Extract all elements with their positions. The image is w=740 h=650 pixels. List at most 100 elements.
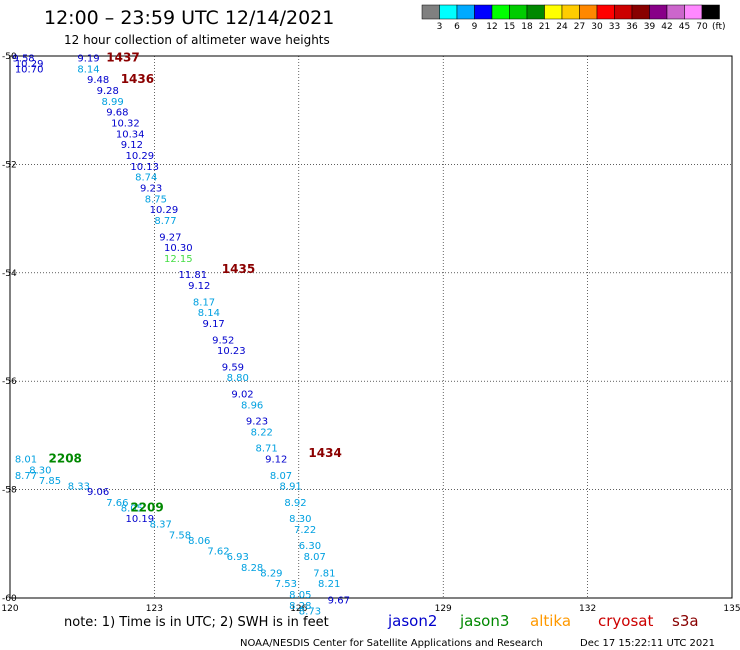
wave-height-label: 10.29: [126, 151, 155, 162]
legend-label: 39: [644, 22, 656, 32]
longitude-tick-label: 132: [579, 604, 596, 614]
wave-height-label: 8.77: [15, 471, 37, 482]
wave-height-label: 8.05: [121, 503, 143, 514]
legend-label: 36: [626, 22, 638, 32]
wave-height-label: 9.12: [121, 140, 143, 151]
wave-height-label: 10.32: [111, 118, 140, 129]
legend-swatch: [701, 4, 720, 20]
wave-height-label: 9.28: [97, 86, 119, 97]
wave-height-color-legend: 3 6 9 12 15 18 21 24 27 30 33 36 39 42 45 70 (ft): [421, 4, 726, 32]
legend-swatch: [666, 4, 685, 20]
wave-height-label: 7.85: [39, 476, 61, 487]
legend-label: 42: [661, 22, 672, 32]
wave-height-label: 9.19: [77, 53, 99, 64]
wave-height-label: 9.12: [265, 455, 287, 466]
wave-height-label: 11.81: [178, 270, 207, 281]
wave-height-label: 8.07: [304, 552, 326, 563]
longitude-tick-label: 135: [723, 604, 740, 614]
wave-height-label: 8.33: [68, 482, 90, 493]
wave-height-label: 9.58: [12, 53, 34, 64]
legend-label: 12: [486, 22, 497, 32]
map-grid: 120 123 126 129 132 135 -50 -52 -54 -56 -58 -60: [1, 52, 740, 614]
longitude-tick-label: 126: [290, 604, 307, 614]
legend-unit: (ft): [712, 22, 726, 32]
wave-height-label: 12.15: [164, 254, 193, 265]
wave-height-label: 7.62: [207, 547, 229, 558]
legend-swatch: [561, 4, 580, 20]
wave-height-label: 8.80: [227, 373, 249, 384]
legend-swatch: [684, 4, 703, 20]
wave-height-label: 8.30: [29, 465, 51, 476]
wave-height-label: 8.75: [145, 194, 167, 205]
wave-height-label: 10.70: [15, 64, 44, 75]
satellite-name-jason3: jason3: [459, 612, 509, 630]
legend-swatch: [439, 4, 458, 20]
wave-height-label: 8.01: [15, 455, 37, 466]
legend-swatch: [631, 4, 650, 20]
map-title: 12:00 – 23:59 UTC 12/14/2021: [44, 7, 334, 29]
legend-label: 15: [504, 22, 515, 32]
wave-height-label: 8.17: [193, 297, 215, 308]
legend-swatch: [509, 4, 528, 20]
wave-height-label: 7.53: [275, 579, 297, 590]
legend-label: 21: [539, 22, 550, 32]
wave-height-label: 10.29: [150, 205, 179, 216]
wave-height-label: 6.30: [299, 541, 321, 552]
pass-time-label: 1436: [121, 72, 154, 86]
wave-height-label: 8.22: [251, 427, 273, 438]
legend-swatch: [491, 4, 510, 20]
legend-label: 6: [454, 22, 460, 32]
legend-swatch: [544, 4, 563, 20]
wave-height-label: 10.34: [116, 129, 145, 140]
legend-label: 3: [437, 22, 443, 32]
track-jason3: 8.018.308.77 7.85 8.339.067.668.0510.198.3…: [15, 452, 312, 602]
map-footer: note: 1) Time is in UTC; 2) SWH is in fe…: [64, 612, 715, 649]
satellite-name-s3a: s3a: [672, 612, 699, 630]
legend-label: 9: [472, 22, 478, 32]
latitude-tick-label: -56: [2, 377, 17, 387]
pass-time-label: 1434: [308, 446, 341, 460]
wave-height-label: 9.52: [212, 335, 234, 346]
wave-height-label: 9.06: [87, 487, 109, 498]
latitude-tick-label: -52: [2, 160, 17, 170]
wave-height-label: 9.23: [140, 184, 162, 195]
satellite-legend: jason2 jason3 altika cryosat s3a: [387, 612, 699, 630]
pass-time-label: 1435: [222, 262, 255, 276]
latitude-tick-label: -58: [2, 486, 17, 496]
legend-swatch: [614, 4, 633, 20]
wave-height-label: 8.71: [255, 444, 277, 455]
legend-swatch: [596, 4, 615, 20]
altimeter-map: 120 123 126 129 132 135 -50 -52 -54 -56 -58 -60 9.5…: [1, 50, 740, 617]
legend-label: 30: [591, 22, 603, 32]
wave-height-label: 8.91: [280, 482, 302, 493]
wave-height-label: 10.29: [15, 59, 44, 70]
wave-height-label: 7.58: [169, 530, 191, 541]
legend-label: 70: [696, 22, 708, 32]
wave-height-label: 8.30: [289, 514, 311, 525]
wave-height-label: 9.59: [222, 362, 244, 373]
wave-height-label: 9.12: [188, 281, 210, 292]
satellite-tracks: 9.5810.2910.709.198.149.489.288.999.6810…: [12, 50, 350, 617]
wave-height-label: 8.05: [289, 590, 311, 601]
wave-height-label: 7.66: [106, 498, 128, 509]
wave-height-label: 10.19: [126, 514, 155, 525]
longitude-tick-label: 129: [435, 604, 452, 614]
pass-time-label: 1437: [106, 50, 139, 64]
wave-height-label: 10.30: [164, 243, 193, 254]
latitude-tick-label: -54: [2, 269, 17, 279]
legend-label: 33: [609, 22, 620, 32]
wave-height-label: 8.77: [154, 216, 176, 227]
legend-swatch: [579, 4, 598, 20]
wave-height-label: 8.99: [101, 97, 123, 108]
footer-note: note: 1) Time is in UTC; 2) SWH is in fe…: [64, 615, 329, 630]
wave-height-label: 9.68: [106, 108, 128, 119]
longitude-tick-label: 120: [1, 604, 18, 614]
legend-label: 45: [679, 22, 690, 32]
legend-swatch: [456, 4, 475, 20]
wave-height-label: 8.06: [188, 536, 210, 547]
legend-swatch: [526, 4, 545, 20]
legend-swatch: [649, 4, 668, 20]
wave-height-label: 10.13: [130, 162, 159, 173]
pass-time-label: 2208: [49, 452, 82, 466]
satellite-name-cryosat: cryosat: [598, 612, 653, 630]
